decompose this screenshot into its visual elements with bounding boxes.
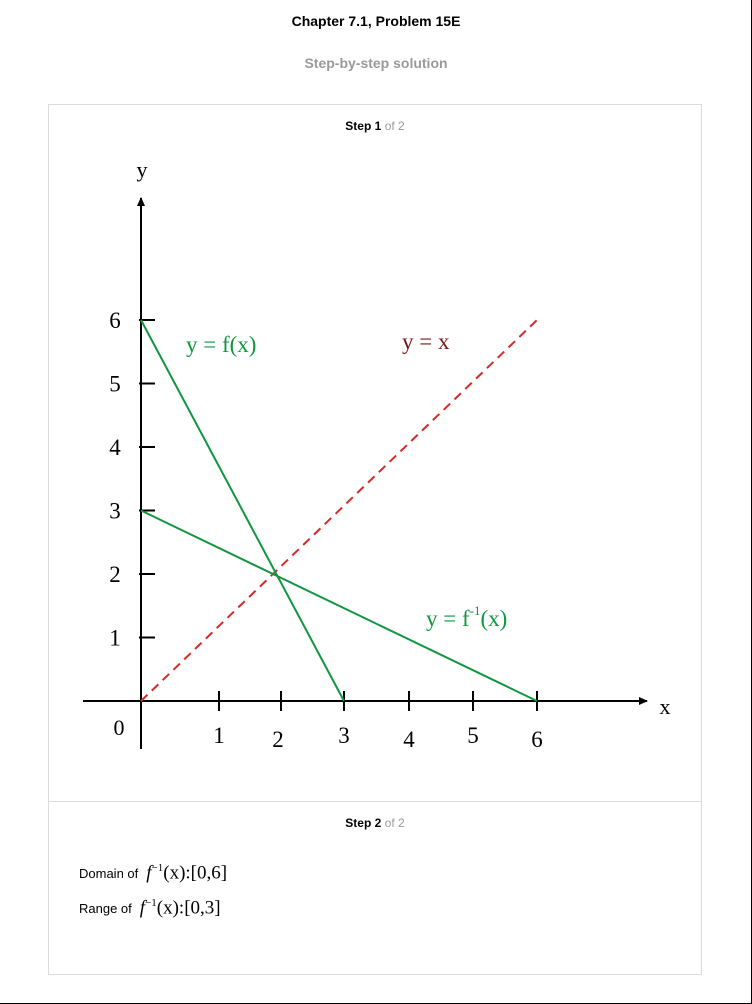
x-tick-label: 3 (338, 723, 350, 748)
step-1-of: of 2 (384, 119, 405, 133)
y-tick-label: 3 (109, 499, 121, 524)
range-row: Range of f−1(x):[0,3] (79, 897, 221, 919)
x-tick-label: 1 (213, 723, 225, 748)
step-2-number: 2 (374, 816, 382, 830)
label-f-inverse: y = f-1(x) (426, 603, 507, 631)
x-tick-label: 6 (531, 727, 543, 752)
domain-row: Domain of f−1(x):[0,6] (79, 862, 227, 884)
step-divider (49, 801, 701, 802)
domain-expression: f−1(x):[0,6] (146, 862, 227, 884)
range-expression: f−1(x):[0,3] (140, 897, 221, 919)
label-f-inverse-prefix: y = f (426, 606, 470, 631)
range-func-sup: −1 (145, 897, 157, 909)
step-2-of: of 2 (384, 816, 405, 830)
y-tick-label: 4 (109, 435, 121, 460)
series-line-f (140, 319, 345, 702)
label-f-inverse-suffix: (x) (480, 606, 507, 631)
step-2-header: Step 2 of 2 (49, 816, 701, 830)
x-tick-label: 5 (467, 723, 479, 748)
range-label: Range of (79, 900, 132, 916)
step-2-label: Step (345, 816, 372, 830)
x-tick-label: 4 (403, 727, 415, 752)
y-tick-label: 5 (109, 372, 121, 397)
page-title: Chapter 7.1, Problem 15E (291, 13, 461, 29)
range-func-arg: (x) (156, 897, 179, 919)
domain-func: f (146, 862, 152, 884)
page-subtitle: Step-by-step solution (304, 55, 448, 71)
y-tick-label: 1 (109, 626, 121, 651)
y-tick-label: 2 (109, 562, 121, 587)
y-ticks: 1 2 3 4 5 6 (109, 308, 155, 651)
origin-label: 0 (114, 715, 125, 740)
label-f: y = f(x) (186, 332, 256, 357)
range-value: :[0,3] (178, 897, 221, 919)
label-f-inverse-sup: -1 (470, 603, 481, 618)
y-tick-label: 6 (109, 308, 121, 333)
step-1-header: Step 1 of 2 (49, 119, 701, 133)
x-ticks: 1 2 3 4 5 6 (213, 691, 543, 752)
series-line-y-equals-x (140, 319, 538, 702)
domain-func-arg: (x) (163, 862, 186, 884)
domain-label: Domain of (79, 865, 139, 881)
domain-value: :[0,6] (185, 862, 228, 884)
domain-func-sup: −1 (151, 862, 164, 874)
label-y-equals-x: y = x (402, 329, 450, 354)
range-func: f (139, 897, 146, 919)
series-line-f-inverse (140, 509, 538, 702)
step-1-label: Step (345, 119, 372, 133)
x-tick-label: 2 (272, 727, 284, 752)
y-axis-label: y (137, 157, 148, 182)
x-axis-label: x (660, 694, 671, 719)
step-1-number: 1 (374, 119, 382, 133)
